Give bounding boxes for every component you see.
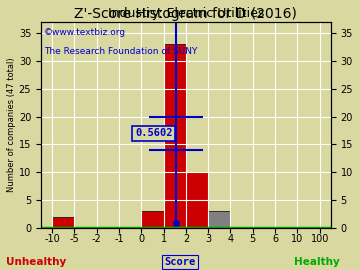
- Text: The Research Foundation of SUNY: The Research Foundation of SUNY: [44, 47, 197, 56]
- Title: Z'-Score Histogram for D (2016): Z'-Score Histogram for D (2016): [75, 7, 297, 21]
- Text: ©www.textbiz.org: ©www.textbiz.org: [44, 28, 126, 37]
- Text: Unhealthy: Unhealthy: [6, 257, 66, 267]
- Y-axis label: Number of companies (47 total): Number of companies (47 total): [7, 58, 16, 192]
- Text: 0.5602: 0.5602: [135, 128, 172, 138]
- Text: Industry: Electric Utilities: Industry: Electric Utilities: [108, 7, 264, 20]
- Bar: [141, 211, 163, 228]
- Bar: [186, 172, 208, 228]
- Bar: [52, 217, 75, 228]
- Text: Healthy: Healthy: [294, 257, 340, 267]
- Text: Score: Score: [165, 257, 195, 267]
- Bar: [208, 211, 230, 228]
- Bar: [163, 44, 186, 228]
